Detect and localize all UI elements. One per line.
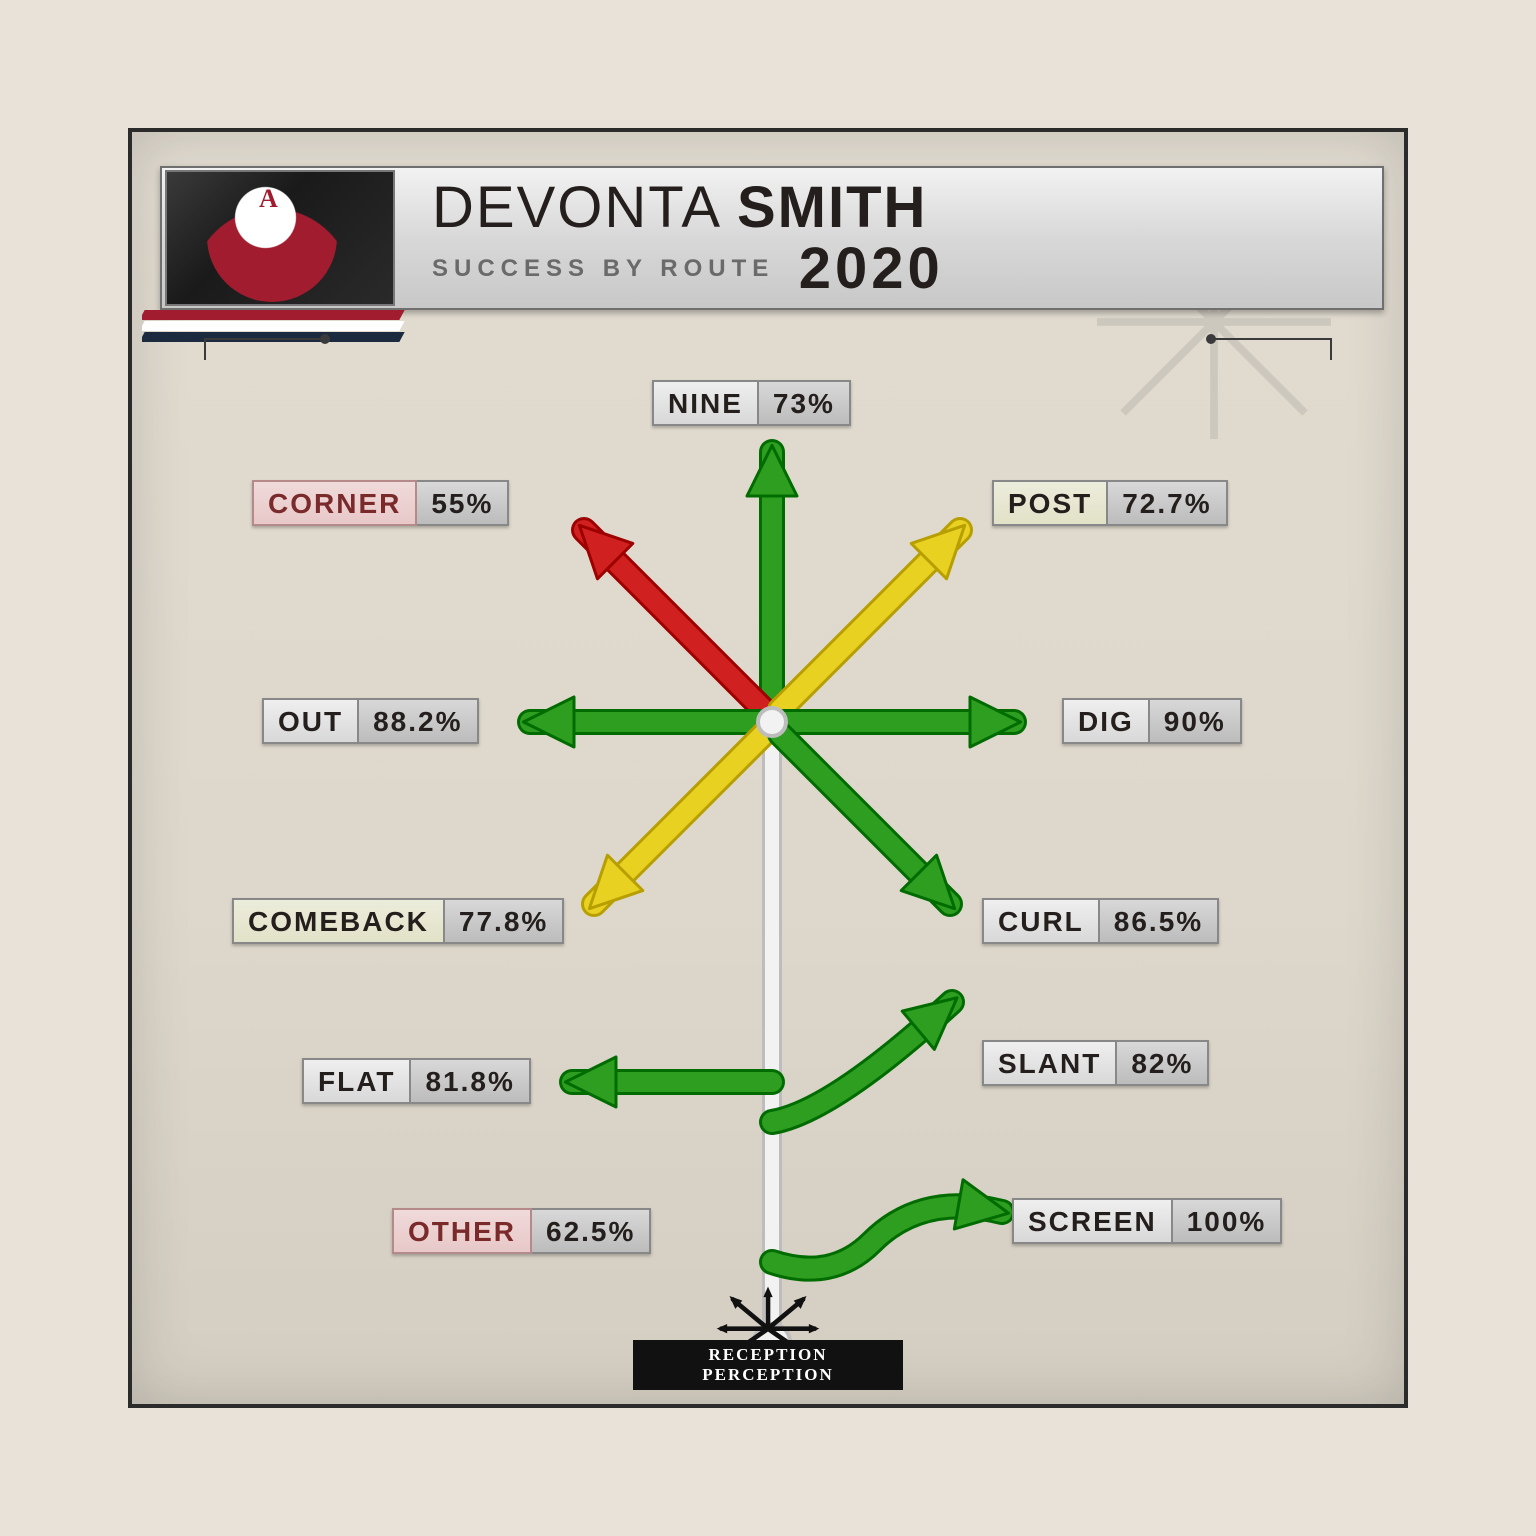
route-pct: 86.5% (1100, 898, 1219, 944)
route-stat-post: POST72.7% (992, 480, 1228, 526)
player-name: DEVONTA SMITH (432, 174, 944, 241)
player-first-name: DEVONTA (432, 175, 719, 240)
route-stat-corner: CORNER55% (252, 480, 509, 526)
route-name: FLAT (302, 1058, 411, 1104)
route-pct: 62.5% (532, 1208, 651, 1254)
route-pct: 73% (759, 380, 851, 426)
route-pct: 88.2% (359, 698, 478, 744)
route-tree-diagram: NINE73% CORNER55% POST72.7% OUT88.2% DIG90% C… (132, 342, 1412, 1362)
route-pct: 77.8% (445, 898, 564, 944)
title-header: DEVONTA SMITH SUCCESS BY ROUTE 2020 (160, 166, 1384, 310)
deco-line-right (1210, 338, 1330, 340)
route-pct: 72.7% (1108, 480, 1227, 526)
route-name: COMEBACK (232, 898, 445, 944)
route-name: POST (992, 480, 1108, 526)
infographic-canvas: DEVONTA SMITH SUCCESS BY ROUTE 2020 NINE… (128, 128, 1408, 1408)
route-stat-curl: CURL86.5% (982, 898, 1219, 944)
route-name: SLANT (982, 1040, 1117, 1086)
route-name: OTHER (392, 1208, 532, 1254)
subtitle: SUCCESS BY ROUTE (432, 255, 774, 283)
deco-line-left (206, 338, 326, 340)
route-stat-other: OTHER62.5% (392, 1208, 651, 1254)
route-pct: 81.8% (411, 1058, 530, 1104)
route-pct: 82% (1117, 1040, 1209, 1086)
route-name: SCREEN (1012, 1198, 1173, 1244)
brand-footer: RECEPTION PERCEPTION (633, 1282, 903, 1390)
route-name: OUT (262, 698, 359, 744)
route-pct: 90% (1150, 698, 1242, 744)
route-name: CURL (982, 898, 1100, 944)
route-name: DIG (1062, 698, 1150, 744)
player-photo (165, 170, 395, 306)
route-stat-dig: DIG90% (1062, 698, 1242, 744)
route-pct: 55% (417, 480, 509, 526)
route-stat-comeback: COMEBACK77.8% (232, 898, 564, 944)
route-stat-screen: SCREEN100% (1012, 1198, 1282, 1244)
route-name: NINE (652, 380, 759, 426)
brand-name: RECEPTION PERCEPTION (633, 1340, 903, 1390)
route-stat-flat: FLAT81.8% (302, 1058, 531, 1104)
year: 2020 (799, 235, 944, 302)
route-stat-nine: NINE73% (652, 380, 851, 426)
route-stat-slant: SLANT82% (982, 1040, 1209, 1086)
route-name: CORNER (252, 480, 417, 526)
route-pct: 100% (1173, 1198, 1283, 1244)
player-last-name: SMITH (737, 175, 927, 240)
route-stat-out: OUT88.2% (262, 698, 479, 744)
